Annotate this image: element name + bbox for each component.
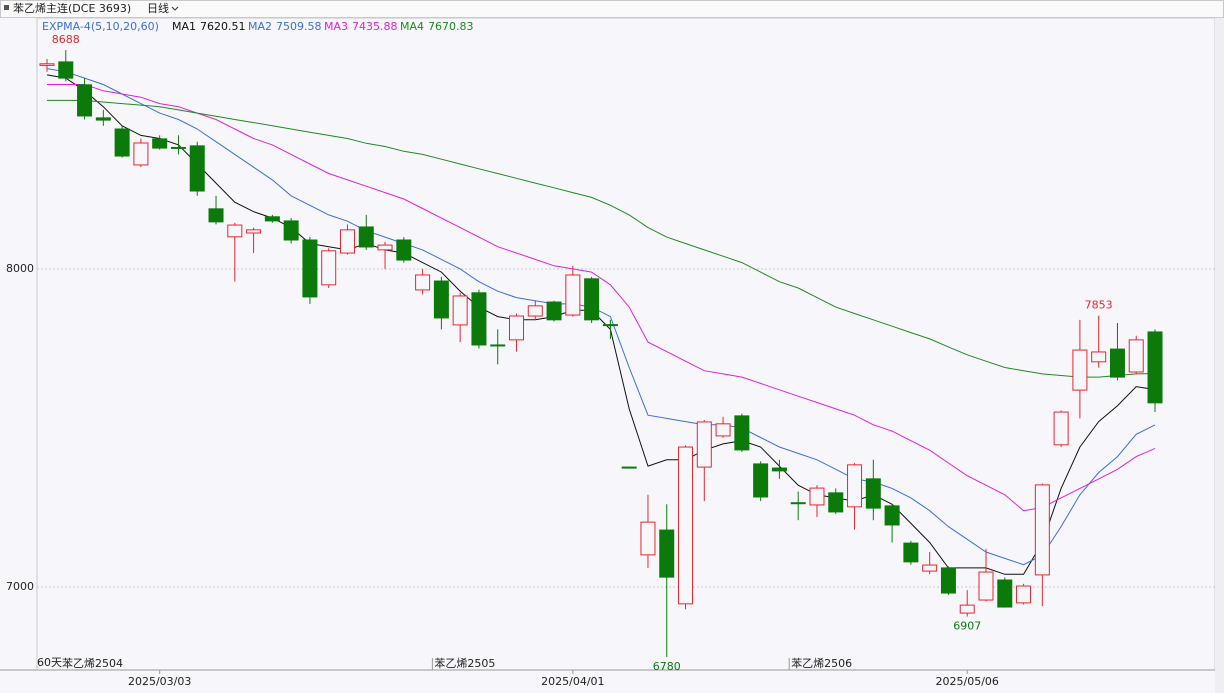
candle-body [1072, 349, 1088, 391]
candle-body [58, 61, 74, 79]
candle-body [715, 423, 731, 437]
x-tick-label: 2025/03/03 [128, 675, 191, 688]
candle-body [264, 216, 280, 222]
y-tick-label: 7000 [6, 580, 34, 593]
chart-title: 苯乙烯主连(DCE 3693) [13, 1, 131, 15]
candle-body [997, 579, 1013, 608]
legend-name: MA3 [324, 20, 348, 33]
candle-body [452, 295, 468, 326]
candle-body [771, 467, 787, 472]
candle-body [734, 415, 750, 451]
legend-value: 7509.58 [276, 20, 322, 33]
candle-body [696, 421, 712, 468]
candle-body [922, 564, 938, 572]
legend-name: MA4 [400, 20, 424, 33]
contract-label: 苯乙烯2505 [434, 656, 495, 670]
candle-body [152, 138, 168, 149]
range-label: 60天 [37, 656, 62, 669]
candle-body [433, 280, 449, 319]
candle-body [208, 208, 224, 223]
candle-body [321, 250, 337, 286]
candle-body [1091, 351, 1107, 363]
candle-body [847, 464, 863, 508]
candle-body [133, 142, 149, 166]
candle-body [490, 344, 506, 347]
candle-body [377, 244, 393, 251]
ma-line [47, 84, 1156, 512]
legend: MA1 7620.51 MA2 7509.58 MA3 7435.88 MA4 7670.83 [172, 20, 474, 33]
candle-body [621, 466, 637, 469]
candle-body [1128, 339, 1144, 373]
legend-value: 7670.83 [428, 20, 474, 33]
high-annotation: 7853 [1085, 299, 1113, 312]
candle-body [358, 226, 374, 248]
x-tick-label: 2025/05/06 [936, 675, 999, 688]
candle-body [170, 146, 186, 149]
ma-line [47, 99, 1156, 378]
candle-body [95, 117, 111, 121]
candle-body [246, 229, 262, 234]
high-annotation: 8688 [52, 33, 80, 46]
candle-body [283, 220, 299, 241]
legend-name: MA1 [172, 20, 196, 33]
candle-body [189, 145, 205, 192]
candle-body [396, 239, 412, 261]
right-strip [1215, 18, 1224, 693]
low-annotation: 6780 [653, 660, 681, 673]
candle-body [1053, 411, 1069, 446]
candle-body [527, 305, 543, 317]
candle-body [903, 542, 919, 563]
candle-body [114, 128, 130, 157]
ma-line [46, 74, 1156, 575]
legend-name: MA2 [248, 20, 272, 33]
candle-body [339, 229, 355, 254]
candle-body [940, 567, 956, 594]
candle-body [790, 502, 806, 505]
candle-body [227, 224, 243, 238]
period-arrow[interactable] [171, 6, 179, 11]
indicator-label[interactable]: EXPMA-4(5,10,20,60) [42, 20, 159, 33]
candle-body [884, 505, 900, 526]
legend-value: 7620.51 [200, 20, 246, 33]
candle-body [959, 604, 975, 614]
header-bar [0, 0, 1224, 18]
period-selector[interactable]: 日线 [147, 1, 169, 15]
candle-body [678, 446, 694, 605]
candle-body [978, 571, 994, 601]
candle-body [415, 274, 431, 291]
y-tick-label: 8000 [6, 262, 34, 275]
candle-body [1109, 348, 1125, 378]
candle-body [809, 487, 825, 506]
candle-body [640, 521, 656, 556]
candle-body [828, 492, 844, 513]
ma-line [46, 68, 1156, 566]
candle-body [302, 239, 318, 298]
legend-value: 7435.88 [352, 20, 398, 33]
x-tick-label: 2025/04/01 [541, 675, 604, 688]
contract-label: 苯乙烯2504 [62, 656, 123, 670]
candle-body [602, 324, 618, 327]
candle-body [1016, 585, 1032, 604]
contract-label: 苯乙烯2506 [791, 656, 852, 670]
candle-body [471, 292, 487, 346]
candle-body [865, 478, 881, 509]
candle-body [1034, 484, 1050, 576]
header-icon [4, 5, 9, 10]
candle-body [77, 84, 93, 117]
candle-body [565, 274, 581, 316]
candle-body [39, 63, 55, 66]
candle-body [659, 529, 675, 578]
candle-body [584, 278, 600, 321]
candle-body [546, 301, 562, 321]
candle-body [509, 315, 524, 341]
candle-body [753, 463, 769, 498]
candle-body [1147, 331, 1163, 404]
low-annotation: 6907 [953, 620, 981, 633]
